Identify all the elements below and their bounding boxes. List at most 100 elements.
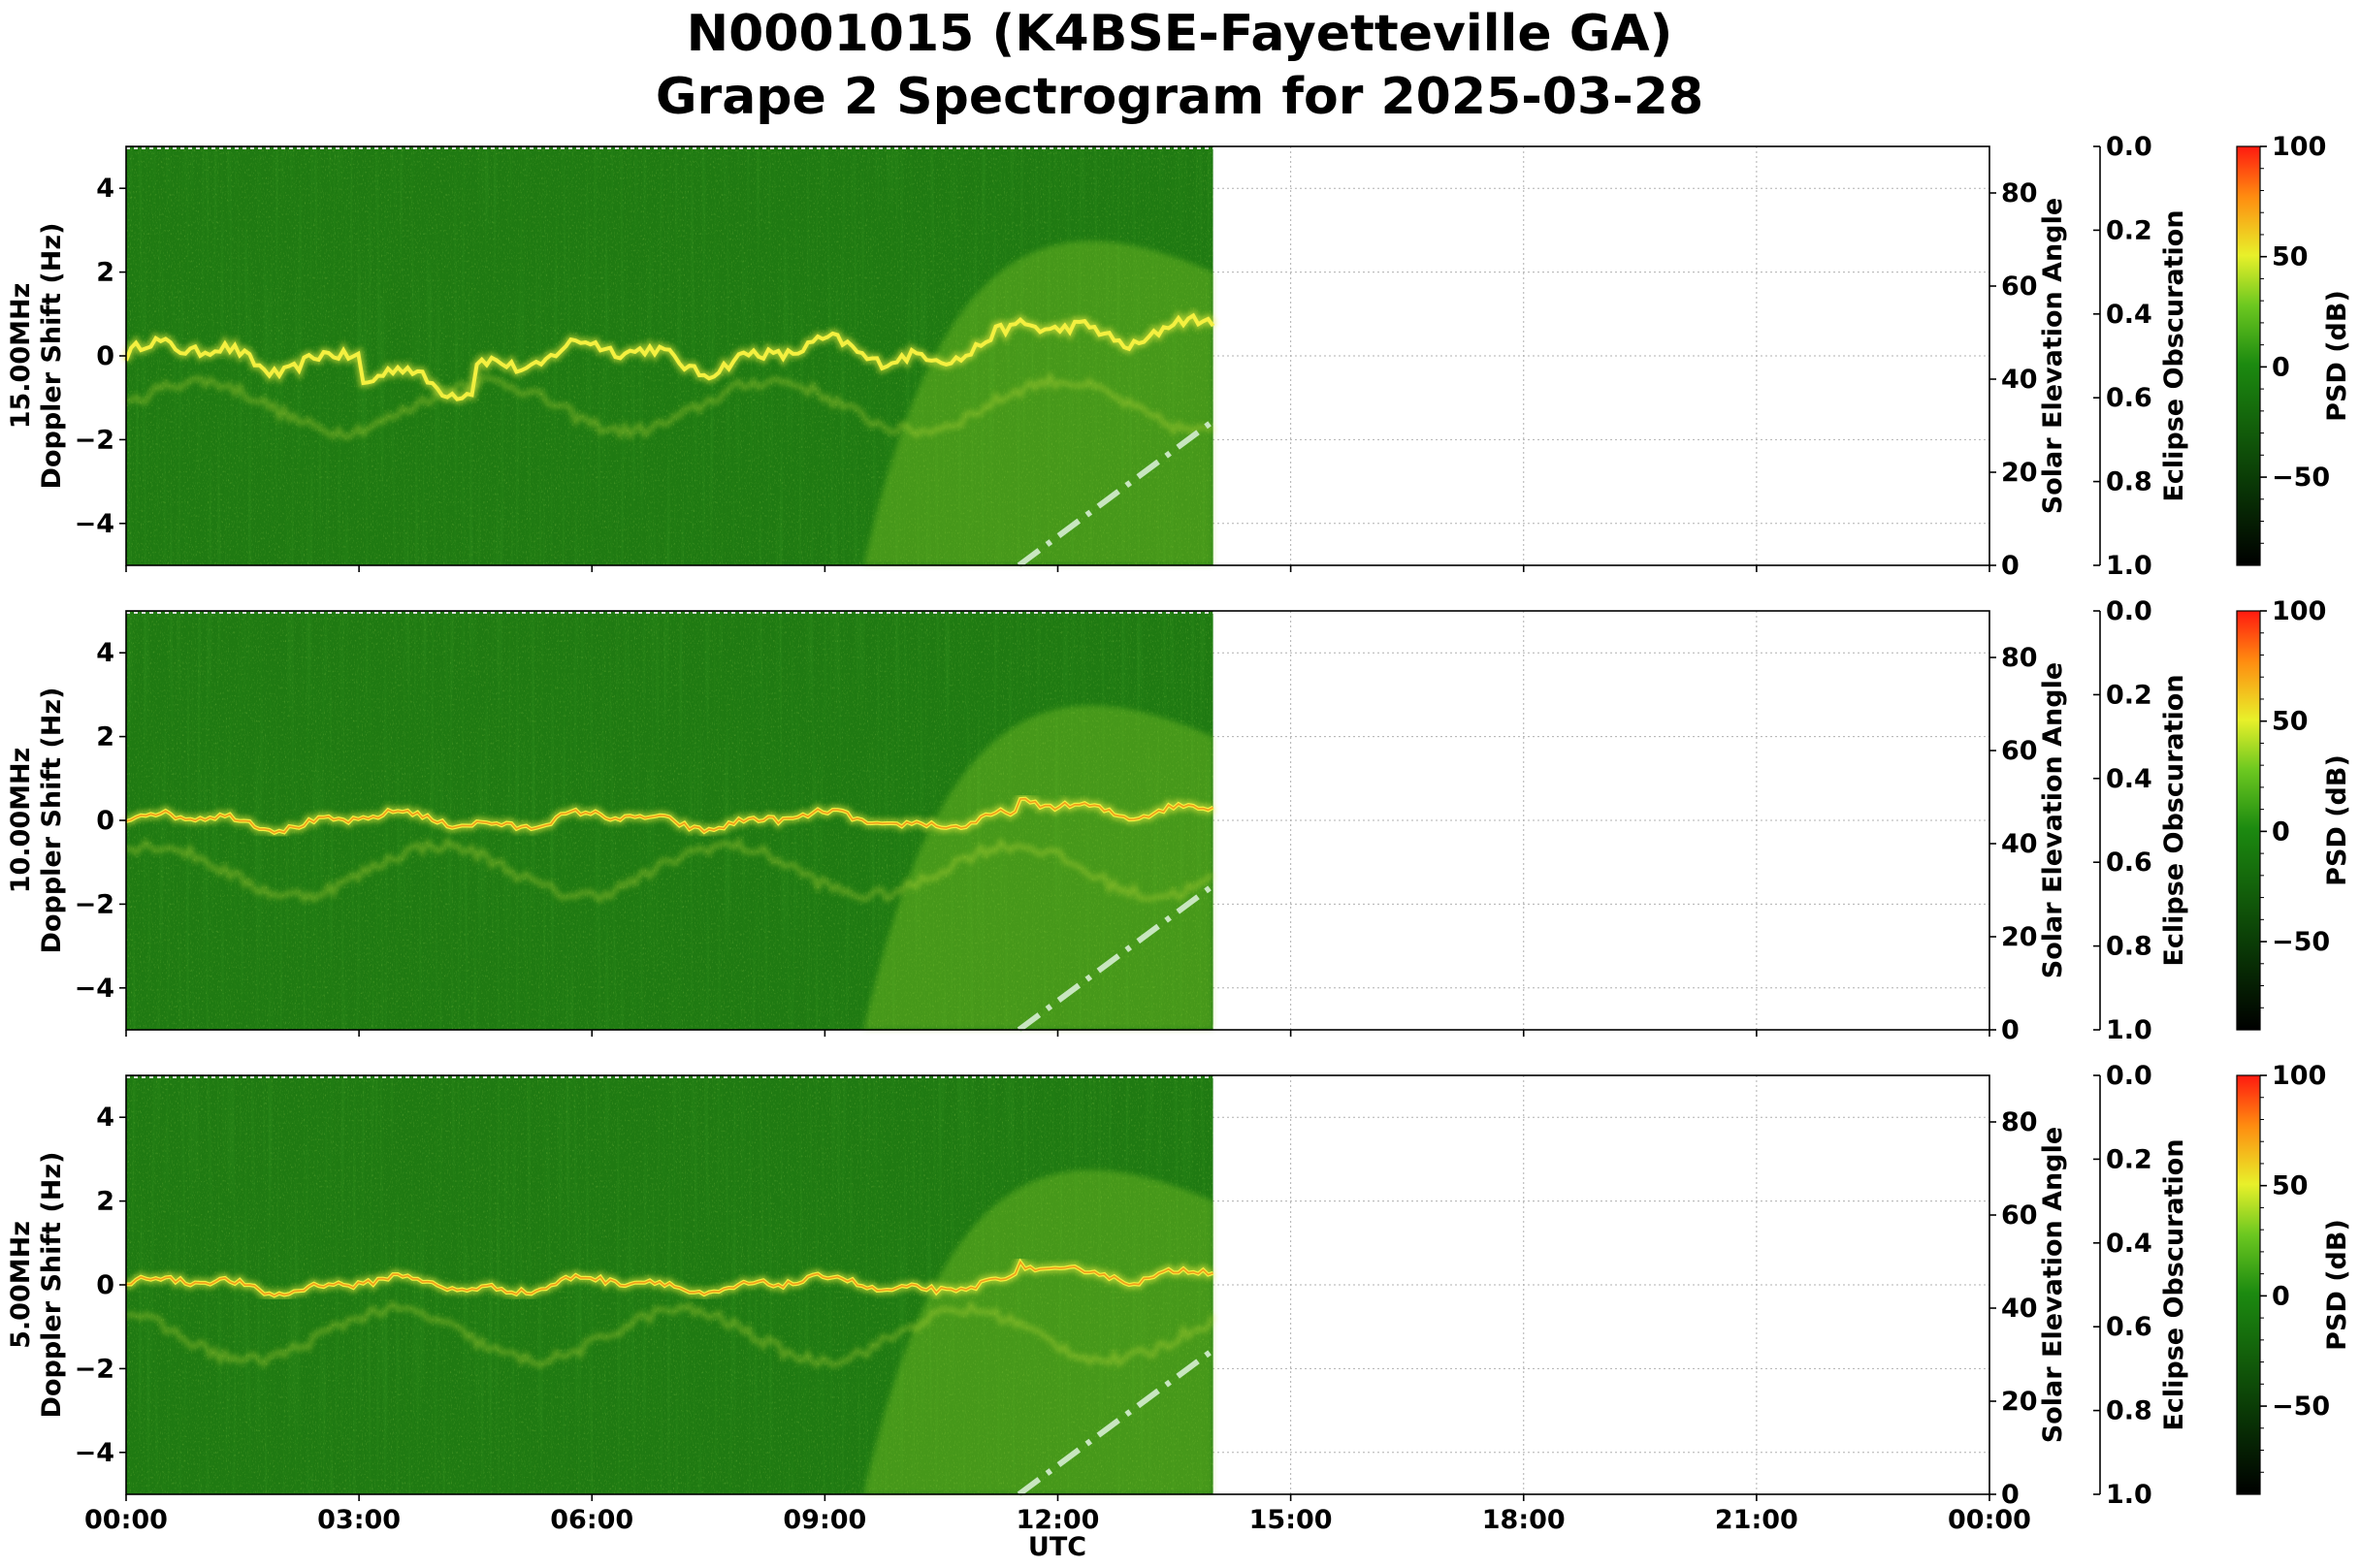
eclipse-tick-label: 0.4 (2106, 764, 2152, 794)
solar-tick-label: 80 (2001, 178, 2038, 208)
solar-elevation-axis-label: Solar Elevation Angle (2038, 662, 2068, 978)
solar-tick-label: 60 (2001, 272, 2038, 302)
x-axis-label: UTC (1028, 1532, 1086, 1562)
solar-elevation-axis-label: Solar Elevation Angle (2038, 198, 2068, 514)
solar-tick-label: 20 (2001, 1387, 2038, 1417)
colorbar-tick-label: 50 (2272, 707, 2309, 737)
colorbar-tick-label: −50 (2272, 463, 2330, 493)
doppler-ridge-core (125, 797, 1213, 834)
eclipse-tick-label: 0.0 (2106, 596, 2152, 626)
x-tick-label: 06:00 (550, 1505, 633, 1535)
secondary-ridge (125, 370, 1215, 441)
colorbar-tick-label: 0 (2272, 1281, 2290, 1311)
x-tick-label: 12:00 (1017, 1505, 1100, 1535)
panel-10-00MHz: −4 −2 0 2 4 10.00MHz Doppler Shift (Hz) 0 20 40 60… (6, 596, 2352, 1045)
panel-15-00MHz: −4 −2 0 2 4 15.00MHz Doppler Shift (Hz) 0 20 40 60… (6, 132, 2352, 581)
eclipse-tick-label: 0.4 (2106, 1229, 2152, 1259)
y-tick-label: −4 (75, 1438, 114, 1468)
x-tick-label: 15:00 (1249, 1505, 1333, 1535)
eclipse-tick-label: 0.8 (2106, 932, 2152, 962)
doppler-axis-label: Doppler Shift (Hz) (37, 688, 67, 954)
spectrogram-image (121, 146, 1217, 565)
panel-5-00MHz: −4 −2 0 2 4 5.00MHz Doppler Shift (Hz) 0 20 40 60 8… (6, 1061, 2352, 1535)
y-tick-label: 4 (96, 1103, 114, 1133)
colorbar-tick-label: −50 (2272, 1392, 2330, 1422)
eclipse-tick-label: 0.2 (2106, 215, 2152, 245)
y-tick-label: 4 (96, 174, 114, 204)
solar-tick-label: 20 (2001, 922, 2038, 952)
y-tick-label: 2 (96, 258, 114, 288)
solar-tick-label: 40 (2001, 365, 2038, 395)
eclipse-tick-label: 0.0 (2106, 132, 2152, 162)
colorbar-tick-label: 0 (2272, 352, 2290, 382)
y-tick-label: −2 (75, 1354, 114, 1384)
eclipse-axis-label: Eclipse Obscuration (2159, 209, 2189, 501)
y-tick-label: 2 (96, 722, 114, 752)
y-tick-label: 2 (96, 1187, 114, 1217)
eclipse-axis-label: Eclipse Obscuration (2159, 1138, 2189, 1430)
colorbar (2236, 1074, 2261, 1495)
colorbar-tick-label: 50 (2272, 1171, 2309, 1201)
x-tick-label: 18:00 (1482, 1505, 1566, 1535)
eclipse-tick-label: 1.0 (2106, 551, 2152, 581)
y-tick-label: 0 (96, 806, 114, 836)
x-tick-label: 00:00 (1948, 1505, 2031, 1535)
colorbar-label: PSD (dB) (2322, 754, 2352, 886)
x-tick-label: 21:00 (1715, 1505, 1798, 1535)
eclipse-tick-label: 0.0 (2106, 1061, 2152, 1091)
colorbar-label: PSD (dB) (2322, 1219, 2352, 1351)
panel-frequency-label: 10.00MHz (6, 748, 36, 894)
y-tick-label: −4 (75, 509, 114, 539)
eclipse-tick-label: 0.2 (2106, 680, 2152, 710)
eclipse-tick-label: 0.6 (2106, 848, 2152, 878)
eclipse-tick-label: 0.8 (2106, 467, 2152, 497)
x-tick-label: 00:00 (84, 1505, 168, 1535)
y-tick-label: −4 (75, 974, 114, 1004)
y-tick-label: 0 (96, 341, 114, 371)
panel-frequency-label: 5.00MHz (6, 1221, 36, 1349)
colorbar-label: PSD (dB) (2322, 290, 2352, 422)
colorbar (2236, 610, 2261, 1031)
solar-tick-label: 0 (2001, 1480, 2020, 1510)
title-line2: Grape 2 Spectrogram for 2025-03-28 (656, 68, 1703, 126)
solar-tick-label: 0 (2001, 1015, 2020, 1045)
solar-elevation-line (1017, 418, 1215, 568)
panel-frequency-label: 15.00MHz (6, 283, 36, 430)
solar-tick-label: 80 (2001, 1107, 2038, 1137)
spectrogram-image (124, 1075, 1215, 1494)
colorbar-tick-label: 100 (2272, 132, 2326, 162)
colorbar-tick-label: 100 (2272, 596, 2326, 626)
eclipse-tick-label: 0.6 (2106, 383, 2152, 413)
y-tick-label: 4 (96, 638, 114, 668)
spectrogram-image (124, 611, 1215, 1030)
title-line1: N0001015 (K4BSE-Fayetteville GA) (687, 5, 1673, 63)
solar-elevation-axis-label: Solar Elevation Angle (2038, 1127, 2068, 1443)
doppler-axis-label: Doppler Shift (Hz) (37, 223, 67, 490)
y-tick-label: −2 (75, 889, 114, 919)
x-tick-label: 09:00 (783, 1505, 866, 1535)
x-tick-label: 03:00 (317, 1505, 401, 1535)
eclipse-tick-label: 1.0 (2106, 1480, 2152, 1510)
solar-tick-label: 40 (2001, 829, 2038, 859)
eclipse-tick-label: 1.0 (2106, 1015, 2152, 1045)
solar-elevation-line (1017, 1347, 1215, 1497)
solar-tick-label: 60 (2001, 736, 2038, 766)
colorbar-tick-label: −50 (2272, 927, 2330, 957)
eclipse-tick-label: 0.8 (2106, 1396, 2152, 1426)
solar-elevation-line (1017, 882, 1215, 1033)
eclipse-axis-label: Eclipse Obscuration (2159, 674, 2189, 966)
colorbar-tick-label: 100 (2272, 1061, 2326, 1091)
eclipse-tick-label: 0.4 (2106, 300, 2152, 330)
solar-tick-label: 20 (2001, 458, 2038, 488)
doppler-ridge-core (126, 1260, 1213, 1297)
colorbar-tick-label: 0 (2272, 816, 2290, 847)
doppler-axis-label: Doppler Shift (Hz) (37, 1152, 67, 1419)
colorbar (2236, 145, 2261, 566)
secondary-ridge (124, 1299, 1215, 1369)
eclipse-tick-label: 0.6 (2106, 1312, 2152, 1342)
solar-tick-label: 0 (2001, 551, 2020, 581)
y-tick-label: −2 (75, 425, 114, 455)
